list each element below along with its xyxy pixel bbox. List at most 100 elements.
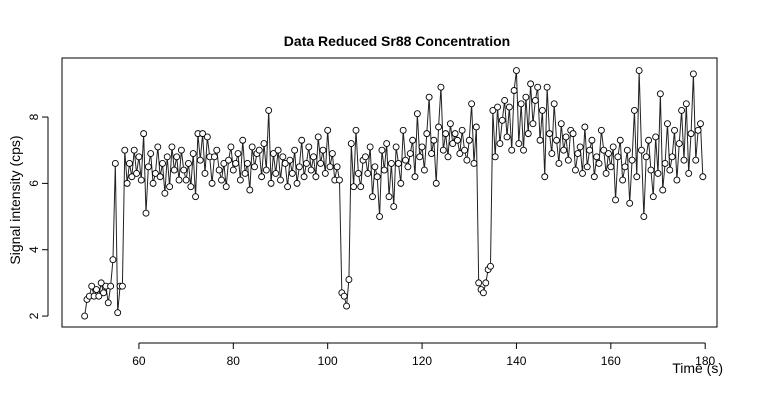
point [288,169,296,177]
point [638,146,645,154]
x-tick-label: 100 [318,354,338,368]
point [399,126,407,134]
point [593,153,601,161]
point [675,140,683,148]
point [444,153,452,161]
point [548,150,556,157]
point [449,140,457,148]
point [244,160,251,167]
x-tick-label: 120 [412,354,432,368]
point [293,179,301,187]
point [595,160,603,167]
point [300,173,308,181]
x-axis-label: Time (s) [672,360,723,376]
point [678,106,686,114]
point [128,173,136,181]
point [647,166,655,174]
point [114,309,122,317]
point [220,160,228,167]
point [321,169,329,177]
point [543,83,551,91]
point [442,130,450,138]
point [298,136,306,144]
point [496,140,504,148]
point [461,146,468,154]
point [418,143,426,151]
point [118,282,126,290]
point [640,213,648,220]
point [180,166,188,174]
point [255,146,263,154]
point [661,160,669,167]
point [692,156,700,164]
point [387,160,395,167]
point [524,130,532,138]
point [656,90,664,98]
point [210,153,218,161]
point [319,146,327,154]
point [173,153,181,161]
x-tick-label: 180 [695,354,715,368]
point [269,150,277,157]
point [347,140,355,148]
point [538,106,546,114]
y-tick-label: 4 [27,246,41,253]
point [326,163,334,171]
point [446,120,454,128]
point [147,150,155,157]
point [317,160,325,167]
point [284,183,292,191]
point [258,173,266,181]
point [185,160,192,167]
point [642,153,650,161]
chart-title: Data Reduced Sr88 Concentration [284,33,510,49]
point [135,153,143,161]
point [630,106,638,114]
point [126,160,133,167]
plot-box [61,57,718,328]
point [664,120,671,128]
point [225,156,233,164]
point [435,123,443,131]
point [527,80,535,88]
point [161,189,169,197]
point [156,173,164,181]
point [277,176,284,184]
point [560,146,568,154]
point [501,97,509,104]
point [151,169,159,177]
point [649,193,657,201]
point [274,146,282,154]
point [295,163,303,171]
y-tick-label: 2 [27,312,41,319]
point [218,176,225,184]
point [159,160,166,167]
point [425,93,433,101]
point [451,130,459,138]
point [340,292,348,300]
point [531,97,539,104]
point [475,279,483,287]
point [423,130,431,138]
point [439,146,447,154]
point [144,163,152,171]
point [196,156,204,164]
point [246,186,254,194]
point [142,209,150,217]
point [352,126,360,134]
point [666,166,674,174]
point [92,286,100,293]
point [324,126,332,134]
point [154,143,162,151]
point [612,196,619,204]
point [673,176,681,184]
point [187,183,195,191]
point [345,276,353,284]
point [437,83,445,91]
point [517,100,525,108]
point [494,103,502,111]
point [687,130,695,138]
point [609,143,617,151]
point [123,179,131,187]
